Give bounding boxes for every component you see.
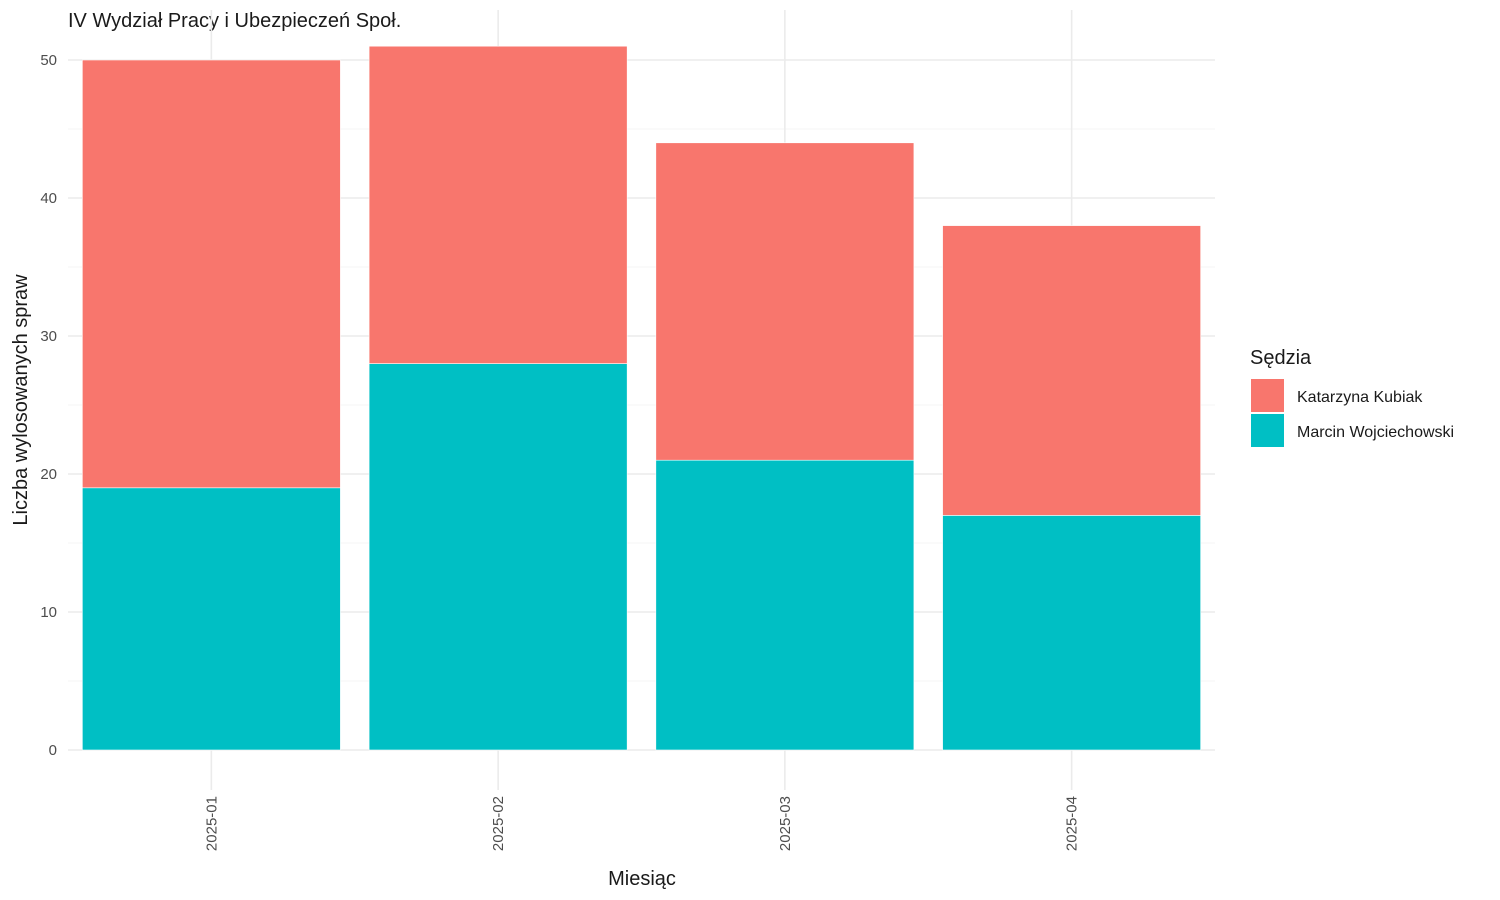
y-tick-label: 0 [49,742,57,759]
x-axis-title: Miesiąc [608,868,676,890]
bar-segment [942,225,1201,516]
y-tick-label: 30 [40,328,57,345]
y-tick-label: 10 [40,604,57,621]
legend-label: Marcin Wojciechowski [1297,424,1454,441]
bar-segment [655,459,915,751]
y-tick-label: 40 [40,190,57,207]
chart-title: IV Wydział Pracy i Ubezpieczeń Społ. [68,10,401,32]
bar-segment [655,142,915,461]
bar-segment [942,515,1201,751]
y-axis-title: Liczba wylosowanych spraw [10,274,32,526]
bar-segment [368,363,628,751]
bar-segment [82,487,341,751]
bars [82,45,1201,751]
y-tick-label: 20 [40,466,57,483]
x-tick-label: 2025-04 [1064,796,1081,851]
x-tick-label: 2025-01 [203,796,220,851]
x-axis-ticks: 2025-01 2025-02 2025-03 2025-04 [203,796,1080,851]
y-axis-ticks: 0 10 20 30 40 50 [40,52,57,759]
bar-segment [82,59,341,489]
legend: Sędzia Katarzyna Kubiak Marcin Wojciechow… [1250,347,1454,447]
legend-label: Katarzyna Kubiak [1297,389,1423,406]
bar-segment [368,45,628,364]
legend-title: Sędzia [1250,347,1312,369]
legend-key [1251,414,1284,447]
legend-key [1251,379,1284,412]
x-tick-label: 2025-02 [490,796,507,851]
x-tick-label: 2025-03 [777,796,794,851]
y-tick-label: 50 [40,52,57,69]
